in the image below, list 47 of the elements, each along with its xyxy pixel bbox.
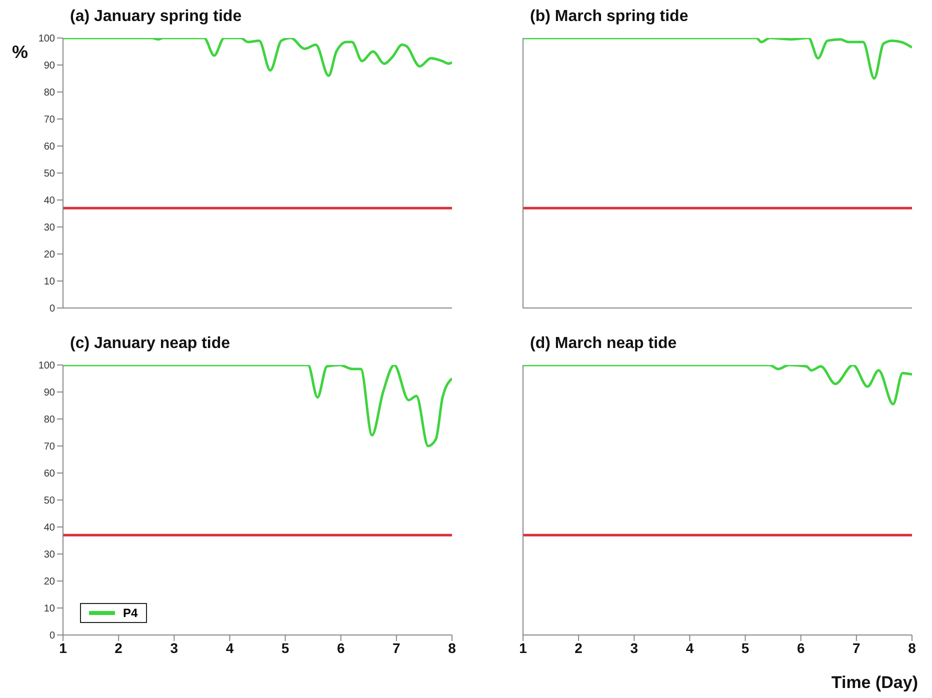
y-tick-label: 50 — [44, 168, 56, 180]
y-tick-label: 100 — [38, 34, 56, 45]
line-series — [63, 38, 452, 78]
y-tick-label: 60 — [44, 468, 56, 480]
legend-label: P4 — [123, 606, 138, 620]
chart-title: (c) January neap tide — [70, 335, 230, 353]
x-tick-label: 7 — [852, 640, 861, 656]
x-tick-label: 4 — [686, 640, 694, 656]
y-tick-label: 10 — [44, 276, 56, 288]
y-axis-title: % — [12, 42, 28, 63]
y-tick-label: 60 — [44, 142, 56, 153]
line-series — [63, 365, 452, 448]
y-tick-label: 80 — [44, 88, 56, 99]
y-tick-label: 10 — [44, 604, 56, 615]
chart-title: (b) March spring tide — [530, 8, 688, 26]
y-tick-label: 30 — [44, 550, 56, 561]
y-tick-label: 50 — [44, 496, 56, 507]
y-tick-label: 40 — [44, 196, 56, 207]
x-tick-label: 2 — [574, 640, 583, 656]
y-tick-label: 20 — [44, 576, 56, 588]
chart-title: (d) March neap tide — [530, 335, 677, 353]
x-tick-label: 4 — [226, 640, 234, 656]
y-tick-label: 20 — [44, 250, 56, 261]
y-tick-label: 80 — [44, 414, 56, 426]
x-tick-label: 5 — [281, 640, 290, 656]
x-tick-label: 3 — [630, 640, 638, 656]
y-tick-label: 0 — [49, 630, 56, 642]
x-tick-label: 8 — [908, 640, 916, 656]
y-tick-label: 70 — [44, 114, 56, 126]
y-tick-label: 70 — [44, 442, 56, 453]
y-tick-label: 90 — [44, 388, 56, 399]
y-tick-label: 90 — [44, 60, 56, 72]
x-tick-label: 1 — [519, 640, 528, 656]
x-tick-label: 7 — [392, 640, 401, 656]
chart-title: (a) January spring tide — [70, 8, 242, 26]
x-tick-label: 6 — [336, 640, 345, 656]
x-tick-label: 5 — [741, 640, 750, 656]
x-tick-label: 8 — [448, 640, 456, 656]
x-tick-label: 3 — [170, 640, 178, 656]
y-tick-label: 100 — [38, 360, 56, 372]
x-tick-label: 6 — [796, 640, 805, 656]
x-axis-title: Time (Day) — [831, 673, 918, 693]
x-tick-label: 1 — [59, 640, 68, 656]
y-tick-label: 40 — [44, 522, 56, 534]
y-tick-label: 0 — [49, 304, 56, 315]
x-tick-label: 2 — [114, 640, 123, 656]
y-tick-label: 30 — [44, 222, 56, 234]
